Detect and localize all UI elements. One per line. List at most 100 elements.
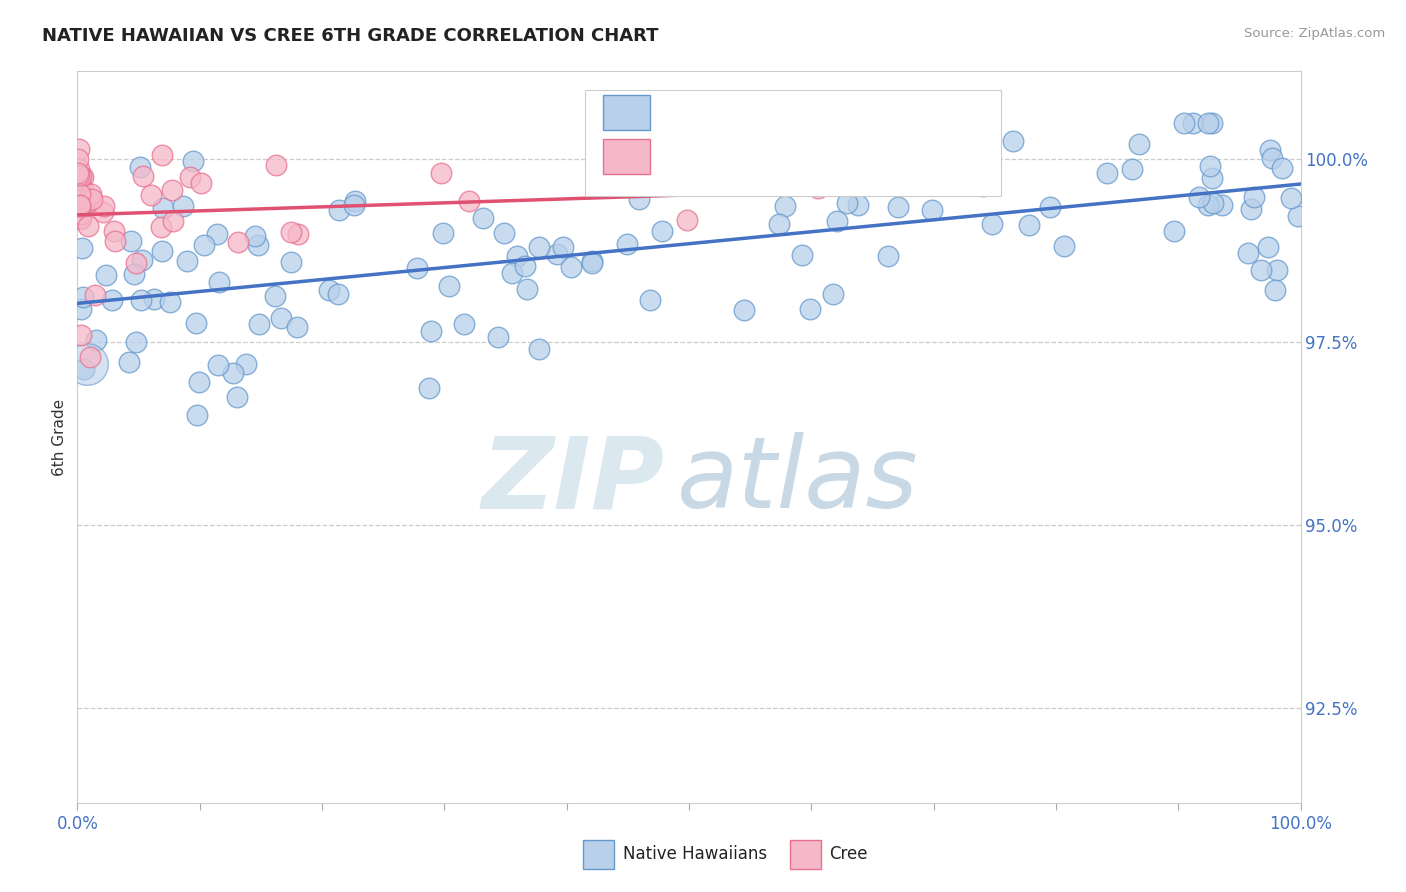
- Point: [1237, 245, 1260, 260]
- Point: [69, 197, 91, 211]
- Point: [246, 238, 269, 252]
- Point: [84, 288, 107, 302]
- Point: [762, 115, 785, 129]
- Point: [70, 327, 93, 342]
- Point: [179, 170, 201, 185]
- Point: [131, 253, 153, 268]
- Point: [150, 244, 173, 259]
- Point: [69, 199, 91, 213]
- Point: [1018, 219, 1040, 233]
- Point: [190, 176, 212, 190]
- Point: [818, 176, 841, 190]
- Point: [67, 166, 90, 180]
- FancyBboxPatch shape: [603, 95, 650, 130]
- Point: [101, 293, 124, 307]
- Point: [67, 142, 90, 156]
- Point: [343, 194, 366, 208]
- Point: [139, 187, 162, 202]
- Point: [676, 213, 699, 227]
- Point: [1173, 115, 1195, 129]
- Point: [980, 217, 1002, 231]
- Point: [506, 249, 529, 263]
- Point: [73, 362, 96, 376]
- FancyBboxPatch shape: [585, 90, 1001, 195]
- Point: [67, 162, 90, 177]
- Point: [96, 268, 118, 283]
- Point: [69, 173, 91, 187]
- Point: [193, 238, 215, 252]
- Point: [343, 197, 366, 211]
- Point: [546, 247, 568, 261]
- Point: [247, 317, 270, 331]
- Point: [627, 192, 650, 206]
- Point: [551, 240, 574, 254]
- Point: [150, 148, 173, 162]
- Point: [1097, 166, 1119, 180]
- Point: [70, 212, 93, 227]
- Point: [1163, 224, 1185, 238]
- Point: [70, 199, 93, 213]
- Point: [768, 218, 790, 232]
- Point: [439, 279, 461, 293]
- Point: [187, 375, 209, 389]
- Point: [152, 201, 174, 215]
- Text: atlas: atlas: [676, 433, 918, 530]
- Text: ZIP: ZIP: [481, 433, 665, 530]
- Point: [1053, 239, 1076, 253]
- Point: [1181, 115, 1204, 129]
- Point: [84, 333, 107, 347]
- Point: [1121, 161, 1143, 176]
- Point: [326, 286, 349, 301]
- Point: [560, 260, 582, 274]
- Point: [243, 229, 266, 244]
- Point: [1261, 151, 1284, 165]
- Point: [125, 335, 148, 350]
- Point: [1198, 198, 1220, 212]
- Point: [70, 191, 93, 205]
- Text: NATIVE HAWAIIAN VS CREE 6TH GRADE CORRELATION CHART: NATIVE HAWAIIAN VS CREE 6TH GRADE CORREL…: [42, 27, 658, 45]
- Point: [1211, 198, 1233, 212]
- Point: [91, 205, 114, 219]
- Point: [887, 200, 910, 214]
- Point: [1039, 200, 1062, 214]
- Point: [1197, 115, 1219, 129]
- Point: [280, 225, 302, 239]
- Point: [72, 183, 94, 197]
- Point: [1250, 263, 1272, 277]
- Point: [76, 357, 98, 371]
- Text: R = 0.431   N = 40: R = 0.431 N = 40: [668, 147, 846, 165]
- Point: [270, 310, 292, 325]
- Point: [877, 249, 900, 263]
- Point: [513, 259, 536, 273]
- Point: [172, 198, 194, 212]
- Point: [67, 178, 90, 192]
- Point: [1258, 143, 1281, 157]
- Point: [162, 213, 184, 227]
- Point: [143, 292, 166, 306]
- Point: [79, 194, 101, 208]
- Point: [67, 168, 90, 182]
- Point: [222, 366, 245, 380]
- Point: [640, 293, 662, 308]
- Point: [103, 224, 125, 238]
- Point: [69, 169, 91, 183]
- Point: [79, 350, 101, 364]
- Point: [80, 187, 103, 202]
- Point: [69, 186, 91, 201]
- Point: [150, 219, 173, 234]
- Point: [1286, 209, 1309, 223]
- Point: [1201, 115, 1223, 129]
- FancyBboxPatch shape: [790, 840, 821, 869]
- Point: [486, 330, 509, 344]
- Point: [280, 255, 302, 269]
- Point: [516, 282, 538, 296]
- Point: [432, 226, 454, 240]
- Point: [1201, 196, 1223, 211]
- Point: [419, 324, 441, 338]
- Point: [616, 237, 638, 252]
- Point: [125, 256, 148, 270]
- Point: [176, 253, 198, 268]
- Point: [458, 194, 481, 208]
- Point: [208, 276, 231, 290]
- Point: [72, 170, 94, 185]
